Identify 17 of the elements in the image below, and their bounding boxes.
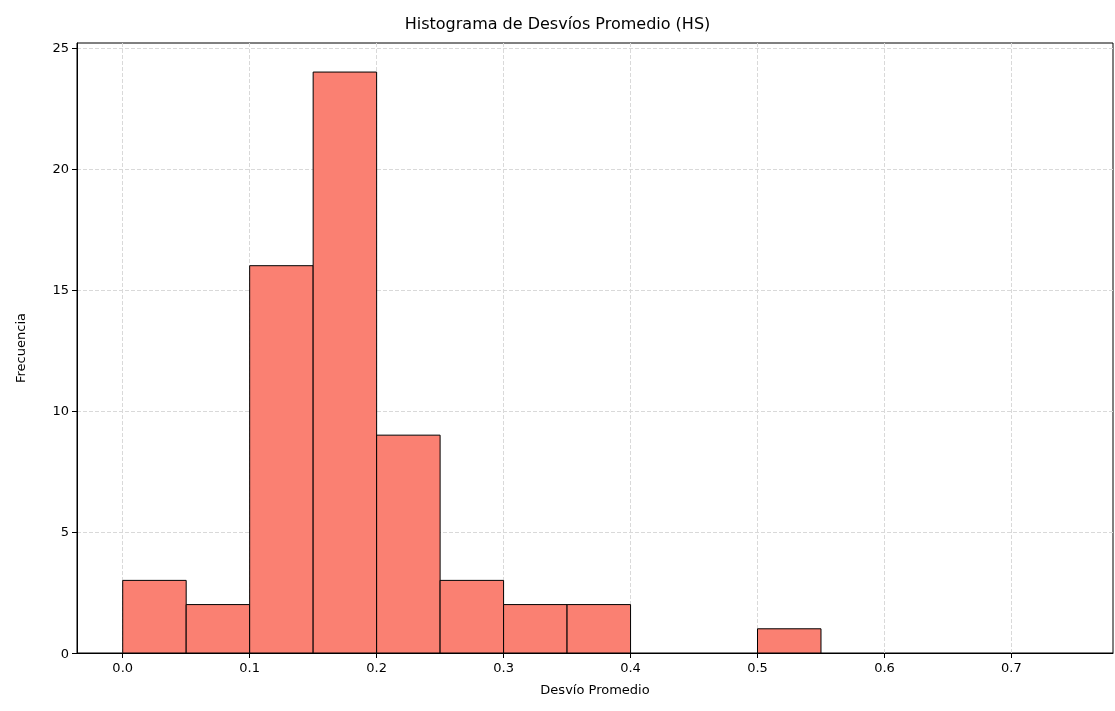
y-tick-label: 5 [60, 524, 69, 540]
x-tick-label: 0.7 [1001, 660, 1022, 675]
x-tick-label: 0.4 [620, 660, 641, 675]
x-tick-label: 0.3 [493, 660, 514, 675]
chart-title: Histograma de Desvíos Promedio (HS) [404, 13, 711, 33]
x-tick-label: 0.2 [366, 660, 387, 675]
x-tick-label: 0.0 [112, 660, 134, 675]
y-tick-label: 10 [52, 403, 69, 419]
y-tick-label: 0 [60, 645, 69, 661]
x-tick-label: 0.5 [747, 660, 768, 675]
y-tick-label: 25 [52, 40, 69, 56]
y-axis-title: Frecuencia [13, 313, 28, 383]
x-axis-title: Desvío Promedio [540, 682, 650, 697]
x-tick-label: 0.1 [239, 660, 261, 675]
x-tick-label: 0.6 [874, 660, 895, 675]
y-tick-label: 20 [52, 161, 69, 177]
y-tick-label: 15 [52, 282, 69, 298]
